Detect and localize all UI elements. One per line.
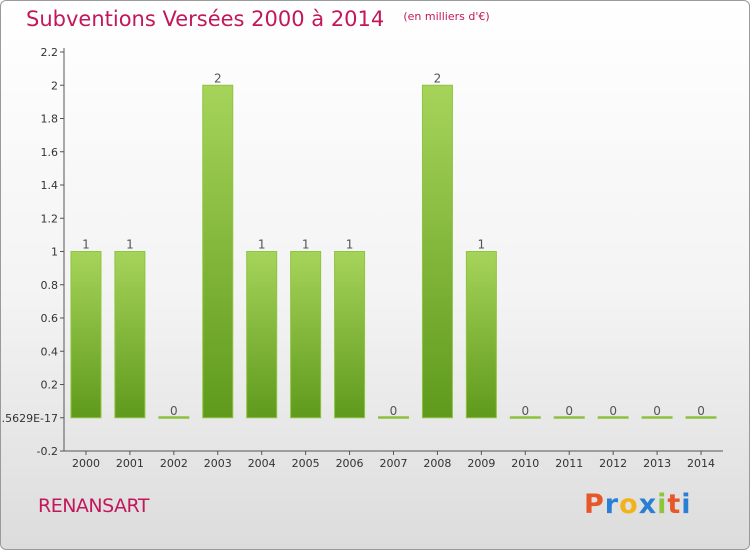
y-tick-label: 0.6 (41, 312, 59, 325)
data-label: 1 (126, 238, 134, 252)
bar (641, 416, 673, 419)
y-tick-label: 2 (51, 79, 58, 92)
y-tick-label: 1.8 (41, 113, 59, 126)
y-tick-label: -0.2 (37, 445, 58, 458)
logo-letter: o (619, 489, 639, 520)
x-tick-label: 2004 (248, 457, 276, 470)
y-tick-label: 1.6 (41, 146, 59, 159)
data-label: 0 (697, 404, 705, 418)
y-tick-label: 0.4 (41, 345, 59, 358)
data-label: 0 (609, 404, 617, 418)
bar (553, 416, 585, 419)
logo-letter: i (681, 489, 692, 520)
y-tick-label: 0.8 (41, 279, 59, 292)
chart-title: Subventions Versées 2000 à 2014 (26, 7, 385, 31)
x-tick-label: 2001 (116, 457, 144, 470)
data-label: 2 (214, 71, 222, 85)
x-tick-label: 2009 (467, 457, 495, 470)
y-tick-label: -1.5629E-17 (1, 412, 58, 425)
y-tick-label: 2.2 (41, 46, 59, 59)
data-label: 0 (565, 404, 573, 418)
y-tick-label: 0.2 (41, 379, 59, 392)
x-tick-label: 2006 (336, 457, 364, 470)
y-tick-label: 1.2 (41, 212, 59, 225)
chart-subtitle: (en milliers d'€) (403, 10, 490, 23)
logo-letter: r (604, 489, 620, 520)
bar (465, 251, 497, 419)
x-tick-label: 2013 (643, 457, 671, 470)
logo-letter: i (657, 489, 668, 520)
x-tick-label: 2010 (511, 457, 539, 470)
bar (378, 416, 409, 419)
bar (509, 416, 541, 419)
bar (246, 251, 278, 419)
data-label: 1 (82, 238, 90, 252)
x-tick-label: 2000 (72, 457, 100, 470)
data-label: 1 (478, 238, 486, 252)
commune-name: RENANSART (38, 495, 149, 517)
data-label: 0 (390, 404, 398, 418)
x-tick-label: 2007 (380, 457, 408, 470)
bar (114, 251, 146, 419)
x-tick-label: 2002 (160, 457, 188, 470)
data-label: 0 (653, 404, 661, 418)
x-tick-label: 2011 (555, 457, 583, 470)
y-tick-label: 1 (51, 246, 58, 259)
data-label: 2 (434, 71, 442, 85)
x-tick-label: 2012 (599, 457, 627, 470)
x-tick-label: 2005 (292, 457, 320, 470)
proxiti-logo: Proxiti (584, 489, 692, 520)
x-tick-label: 2003 (204, 457, 232, 470)
data-label: 0 (521, 404, 529, 418)
bar (334, 251, 366, 419)
bar (202, 84, 234, 419)
bar (597, 416, 629, 419)
y-tick-label: 1.4 (41, 179, 59, 192)
bar (290, 251, 322, 419)
logo-letter: x (638, 489, 658, 520)
bar (70, 251, 102, 419)
x-tick-label: 2014 (687, 457, 715, 470)
chart-title-group: Subventions Versées 2000 à 2014 (en mill… (26, 7, 490, 31)
data-label: 1 (302, 238, 310, 252)
data-label: 0 (170, 404, 178, 418)
bar (685, 416, 717, 419)
x-tick-label: 2008 (423, 457, 451, 470)
data-label: 1 (346, 238, 354, 252)
logo-letter: P (584, 489, 605, 520)
bar (158, 416, 190, 419)
logo-letter: t (667, 489, 682, 520)
bar (421, 84, 453, 419)
data-label: 1 (258, 238, 266, 252)
